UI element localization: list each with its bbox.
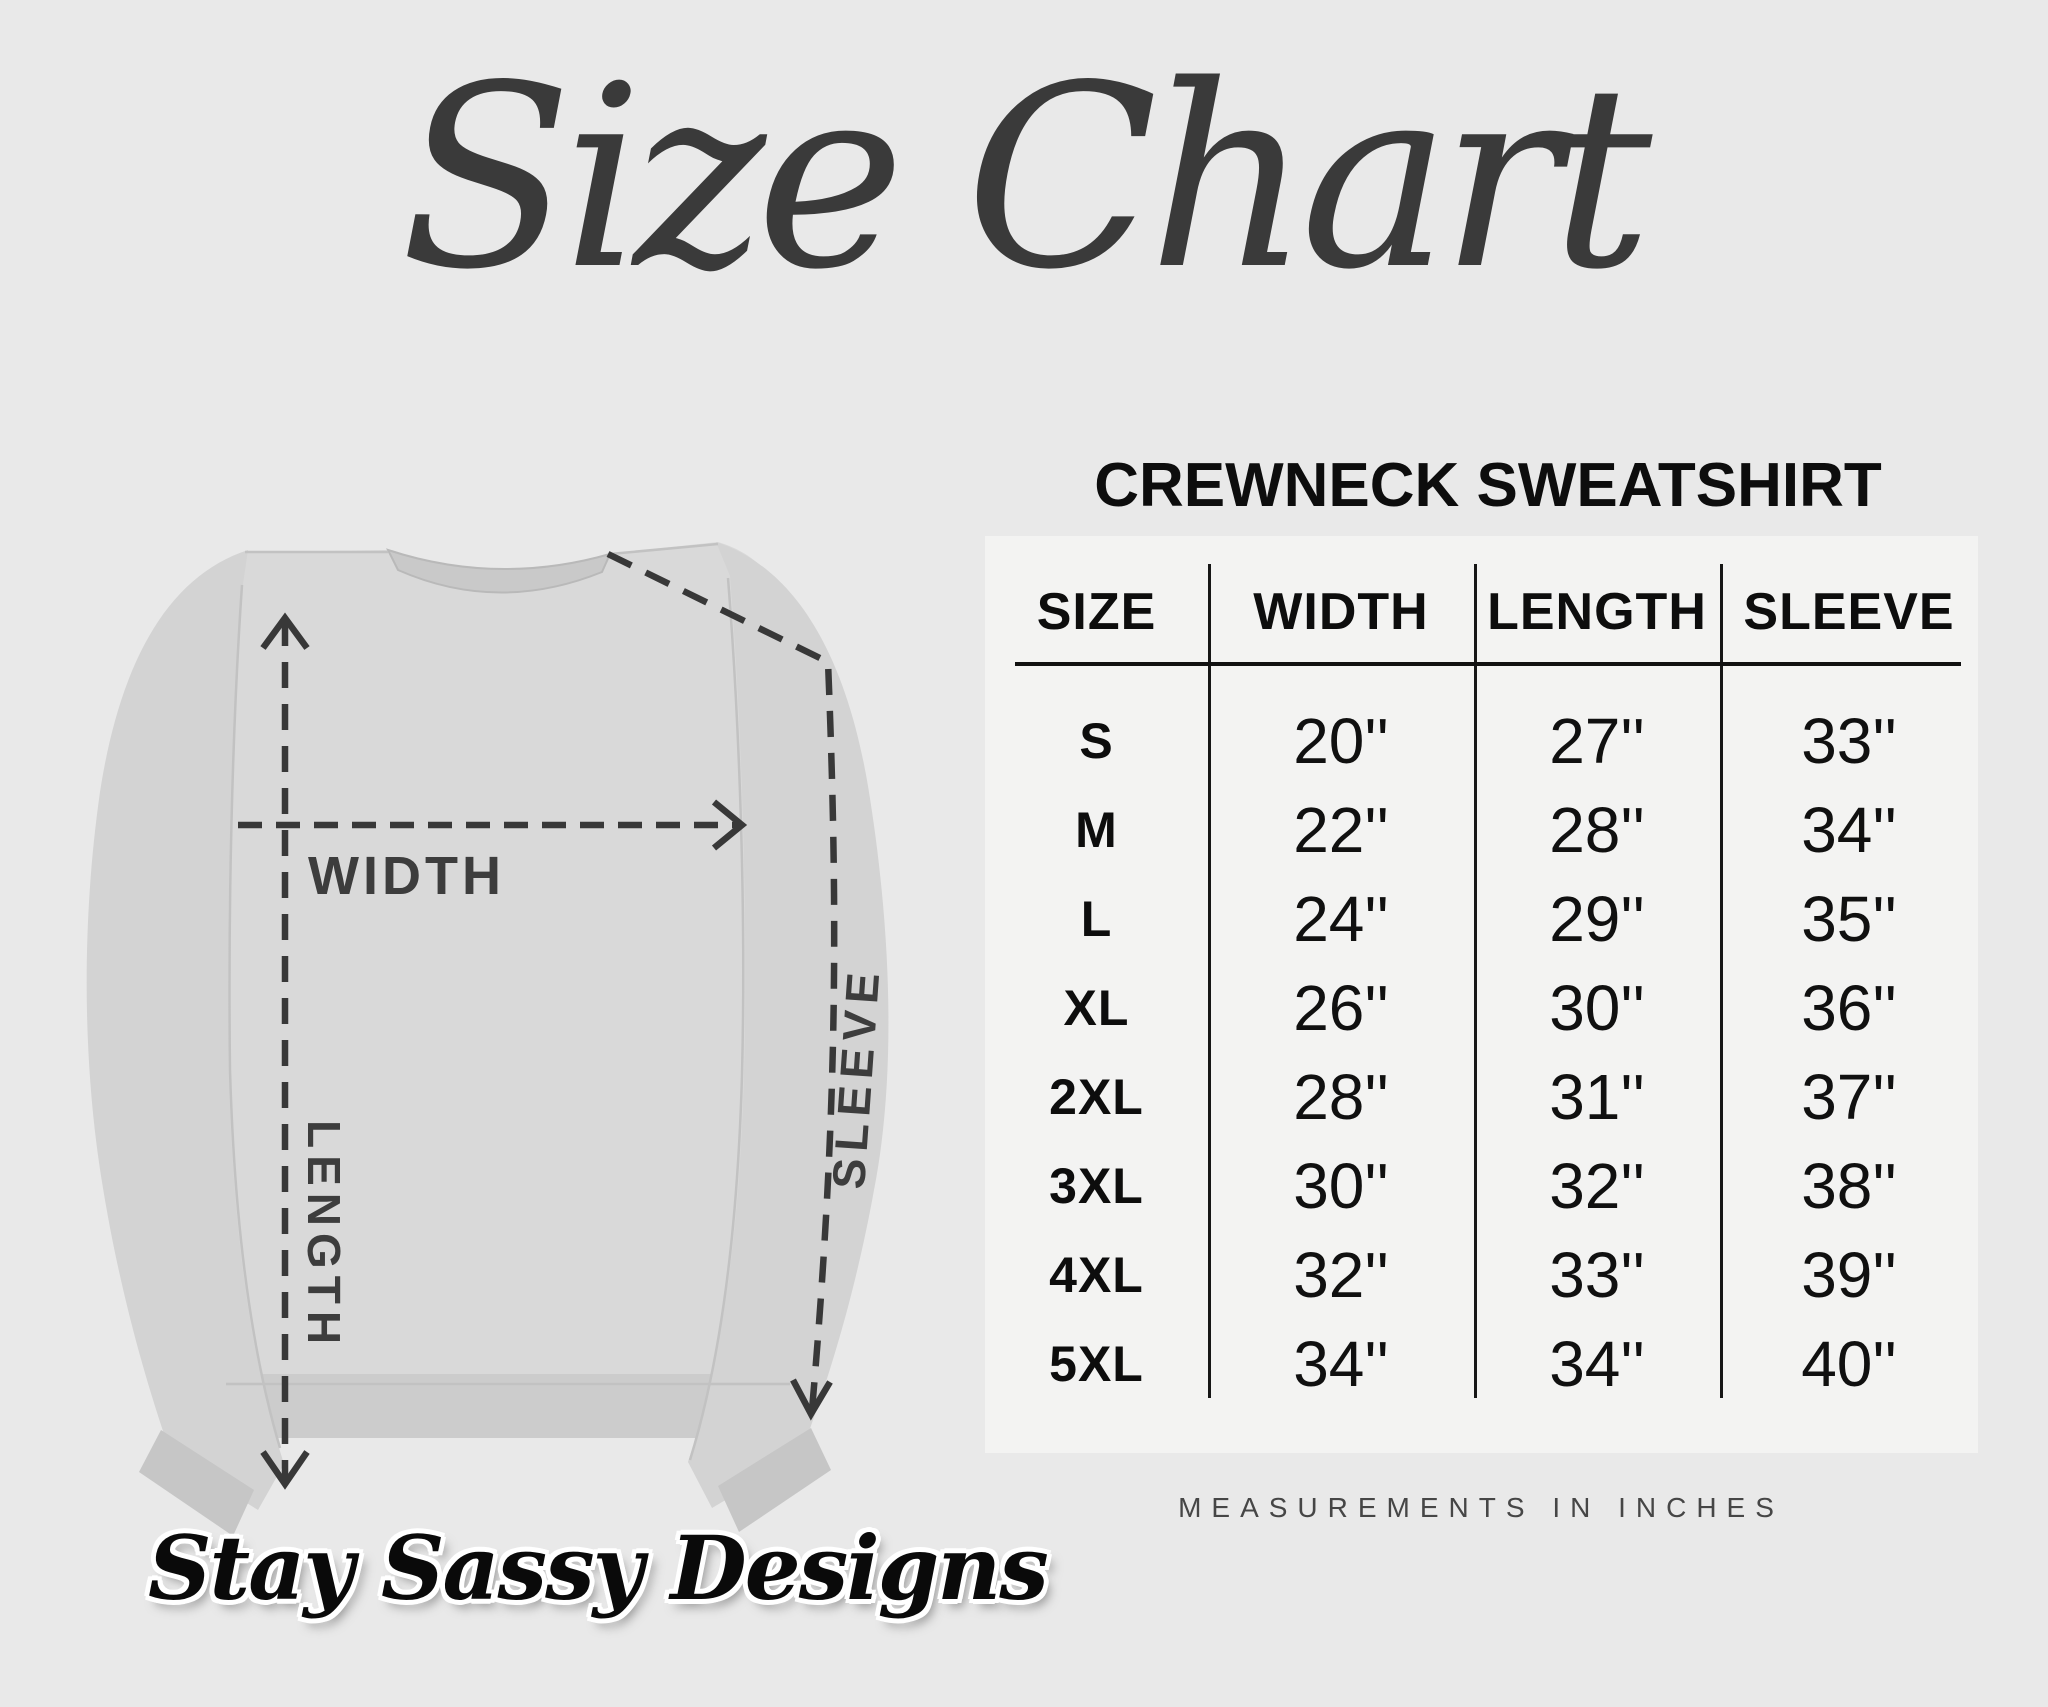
table-row: L 24'' 29'' 35'' [985, 874, 1978, 963]
sleeve-cell: 37'' [1801, 1060, 1897, 1133]
size-cell: 5XL [1049, 1335, 1144, 1392]
size-table-panel: SIZE WIDTH LENGTH SLEEVE S 20'' 27'' 33'… [985, 536, 1978, 1453]
sweatshirt-left-sleeve [86, 550, 284, 1510]
table-row: S 20'' 27'' 33'' [985, 696, 1978, 785]
sleeve-cell: 33'' [1801, 704, 1897, 777]
sweatshirt-collar [386, 548, 612, 594]
width-label: WIDTH [308, 846, 505, 906]
column-header-length: LENGTH [1487, 583, 1707, 641]
sleeve-cell: 39'' [1801, 1238, 1897, 1311]
product-heading: CREWNECK SWEATSHIRT [1094, 451, 1882, 520]
length-cell: 32'' [1549, 1149, 1645, 1222]
table-row: 4XL 32'' 33'' 39'' [985, 1230, 1978, 1319]
sweatshirt-left-cuff [139, 1430, 254, 1536]
sweatshirt-body [224, 542, 794, 1374]
sweatshirt-right-cuff [718, 1428, 831, 1532]
size-cell: 4XL [1049, 1246, 1144, 1303]
sweatshirt-right-sleeve [688, 542, 889, 1508]
width-arrow-right-icon [711, 799, 748, 851]
sleeve-cell: 36'' [1801, 971, 1897, 1044]
table-row: M 22'' 28'' 34'' [985, 785, 1978, 874]
table-row: XL 26'' 30'' 36'' [985, 963, 1978, 1052]
length-cell: 29'' [1549, 882, 1645, 955]
size-cell: 2XL [1049, 1068, 1144, 1125]
table-header-row: SIZE WIDTH LENGTH SLEEVE [985, 562, 1978, 662]
table-row: 5XL 34'' 34'' 40'' [985, 1319, 1978, 1408]
header-underline [1015, 662, 1961, 666]
size-cell: XL [1063, 979, 1130, 1036]
column-header-sleeve: SLEEVE [1743, 583, 1955, 641]
brand-logo: Stay Sassy Designs [148, 1516, 1049, 1620]
size-cell: M [1075, 801, 1118, 858]
table-row: 2XL 28'' 31'' 37'' [985, 1052, 1978, 1141]
column-divider [1720, 564, 1723, 1398]
seam-lines [226, 542, 790, 1461]
length-cell: 33'' [1549, 1238, 1645, 1311]
width-cell: 24'' [1293, 882, 1389, 955]
sweatshirt-hem-band [225, 1374, 791, 1438]
sleeve-cell: 40'' [1801, 1327, 1897, 1400]
width-cell: 20'' [1293, 704, 1389, 777]
column-divider [1208, 564, 1211, 1398]
length-cell: 27'' [1549, 704, 1645, 777]
size-cell: 3XL [1049, 1157, 1144, 1214]
column-header-size: SIZE [1036, 583, 1157, 641]
sweatshirt-diagram: WIDTH LENGTH SLEEVE [86, 542, 890, 1536]
sleeve-arrow-down-icon [790, 1378, 833, 1421]
width-cell: 26'' [1293, 971, 1389, 1044]
sleeve-cell: 35'' [1801, 882, 1897, 955]
column-divider [1474, 564, 1477, 1398]
width-cell: 28'' [1293, 1060, 1389, 1133]
table-row: 3XL 30'' 32'' 38'' [985, 1141, 1978, 1230]
length-cell: 31'' [1549, 1060, 1645, 1133]
sleeve-cell: 34'' [1801, 793, 1897, 866]
width-cell: 30'' [1293, 1149, 1389, 1222]
size-cell: L [1080, 890, 1113, 947]
length-cell: 34'' [1549, 1327, 1645, 1400]
size-cell: S [1079, 712, 1114, 769]
width-cell: 32'' [1293, 1238, 1389, 1311]
width-cell: 22'' [1293, 793, 1389, 866]
length-cell: 28'' [1549, 793, 1645, 866]
measurements-note: MEASUREMENTS IN INCHES [1178, 1492, 1784, 1523]
length-label: LENGTH [298, 1120, 350, 1351]
width-cell: 34'' [1293, 1327, 1389, 1400]
page-title: Size Chart [400, 32, 1652, 325]
length-arrow-down-icon [260, 1450, 310, 1490]
sleeve-measure-line [606, 551, 838, 1411]
length-cell: 30'' [1549, 971, 1645, 1044]
length-arrow-up-icon [260, 612, 310, 650]
column-header-width: WIDTH [1253, 583, 1429, 641]
sleeve-cell: 38'' [1801, 1149, 1897, 1222]
